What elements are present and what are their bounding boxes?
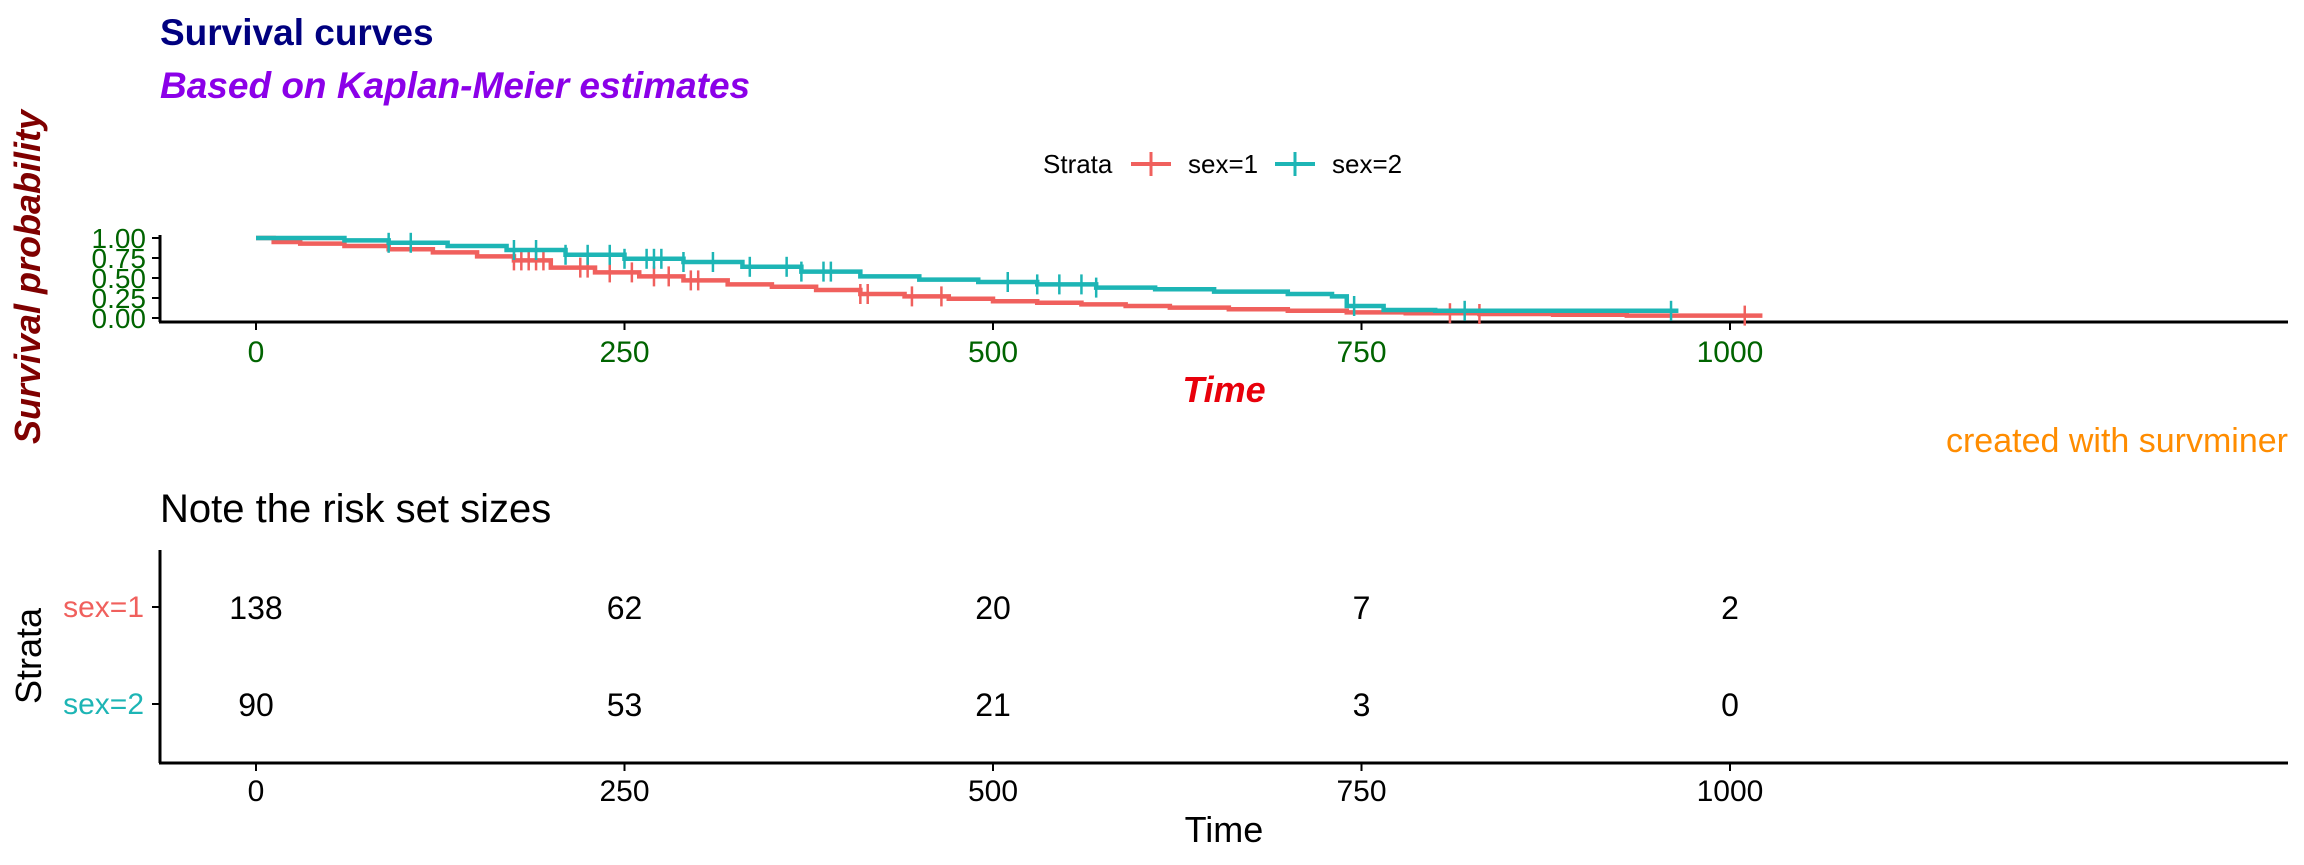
risk-strata-label: sex=2 — [63, 688, 144, 721]
x-tick-label: 750 — [1336, 336, 1386, 369]
x-tick-label: 250 — [599, 336, 649, 369]
risk-table-title: Note the risk set sizes — [160, 487, 551, 531]
risk-table-axes — [158, 550, 2288, 765]
risk-count: 7 — [1353, 590, 1371, 626]
risk-count: 62 — [607, 590, 643, 626]
x-tick-label: 1000 — [1697, 336, 1764, 369]
legend-sex1-label: sex=1 — [1188, 149, 1258, 179]
y-tick-label: 0.25 — [92, 283, 147, 314]
y-tick-label: 0.00 — [92, 303, 147, 334]
legend: Strata sex=1 sex=2 — [1043, 149, 1402, 179]
risk-x-tick-label: 250 — [599, 775, 649, 808]
legend-title: Strata — [1043, 149, 1113, 179]
y-ticks: 0.000.250.500.751.00 — [92, 223, 160, 334]
survival-curves — [256, 232, 1763, 326]
risk-count: 2 — [1721, 590, 1739, 626]
x-ticks: 0 250 500 750 1000 — [248, 322, 1764, 369]
risk-count: 3 — [1353, 687, 1371, 723]
y-tick-label: 0.50 — [92, 263, 147, 294]
risk-count: 21 — [975, 687, 1011, 723]
risk-x-tick-label: 750 — [1336, 775, 1386, 808]
chart-subtitle: Based on Kaplan-Meier estimates — [160, 65, 750, 106]
risk-table-x-ticks: 0 250 500 750 1000 — [248, 763, 1764, 808]
risk-count: 138 — [229, 590, 282, 626]
y-axis-title: Survival probability — [7, 108, 48, 444]
x-tick-label: 0 — [248, 336, 265, 369]
risk-x-tick-label: 0 — [248, 775, 265, 808]
chart-title: Survival curves — [160, 12, 434, 53]
survival-curve-sex=1 — [256, 235, 1763, 318]
risk-strata-label: sex=1 — [63, 591, 144, 624]
y-tick-label: 1.00 — [92, 223, 147, 254]
x-tick-label: 500 — [968, 336, 1018, 369]
risk-count: 20 — [975, 590, 1011, 626]
legend-sex2-label: sex=2 — [1332, 149, 1402, 179]
y-tick-label: 0.75 — [92, 243, 147, 274]
risk-count: 90 — [238, 687, 274, 723]
survival-curve-sex=2 — [256, 235, 1679, 314]
x-axis-title: Time — [1182, 369, 1265, 410]
risk-count: 53 — [607, 687, 643, 723]
risk-table-rows: sex=1 138 62 20 7 2 sex=2 90 53 21 3 0 — [63, 590, 1739, 723]
risk-table-x-title: Time — [1185, 809, 1264, 850]
risk-table-y-title: Strata — [8, 607, 49, 704]
risk-count: 0 — [1721, 687, 1739, 723]
caption: created with survminer — [1946, 422, 2288, 460]
risk-x-tick-label: 1000 — [1697, 775, 1764, 808]
risk-x-tick-label: 500 — [968, 775, 1018, 808]
